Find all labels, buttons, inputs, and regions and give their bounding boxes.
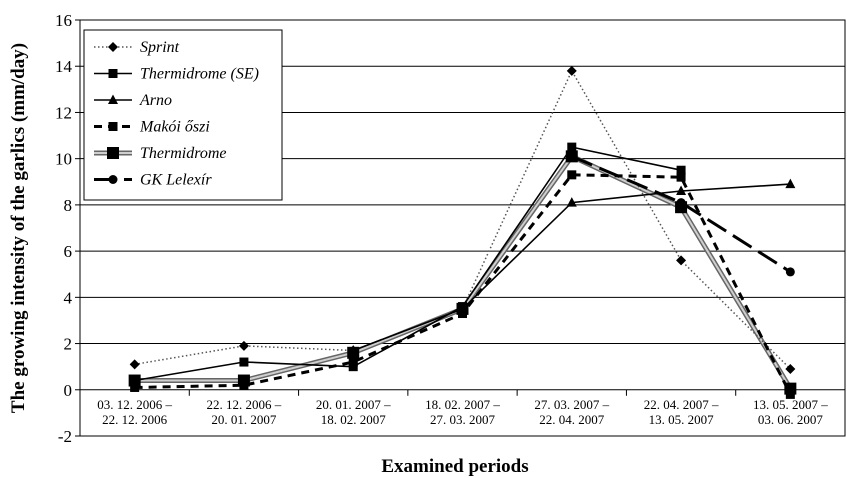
legend-marker [108, 122, 118, 131]
x-category-label: 20. 01. 2007 [211, 412, 277, 427]
y-tick-label: 6 [64, 242, 73, 261]
y-tick-label: 12 [55, 103, 72, 122]
x-category-label: 03. 06. 2007 [758, 412, 824, 427]
x-category-label: 13. 05. 2007 – [753, 397, 828, 412]
series-line [134, 173, 792, 396]
legend-label: Makói őszi [139, 119, 210, 136]
data-point [130, 376, 140, 386]
data-point [566, 197, 577, 207]
series-line [571, 155, 792, 274]
x-category-label: 27. 03. 2007 – [534, 397, 609, 412]
data-point [785, 267, 795, 277]
y-tick-label: 16 [55, 11, 72, 30]
data-point [566, 65, 577, 76]
y-tick-label: 4 [64, 288, 73, 307]
legend-marker [108, 94, 118, 104]
data-point [785, 363, 796, 374]
data-point [567, 151, 577, 161]
series-arno [348, 178, 796, 355]
x-axis-title: Examined periods [381, 456, 528, 477]
x-category-label: 22. 04. 2007 – [644, 397, 719, 412]
y-axis-title: The growing intensity of the garlics (mm… [8, 43, 29, 413]
x-category-label: 13. 05. 2007 [649, 412, 715, 427]
x-category-label: 18. 02. 2007 – [425, 397, 500, 412]
legend-label: GK Lelexír [140, 172, 212, 189]
legend: Sprint Thermidrome (SE) Arno Makói őszi Ther… [83, 29, 283, 201]
data-point [676, 255, 687, 266]
x-category-label: 03. 12. 2006 – [97, 397, 172, 412]
x-axis-categories: 03. 12. 2006 –22. 12. 2006 22. 12. 2006 –… [79, 389, 846, 427]
data-point [348, 357, 358, 367]
data-point [129, 359, 140, 370]
legend-item: Thermidrome [94, 145, 227, 162]
data-point [785, 178, 796, 189]
series-mak-i-szi [130, 170, 795, 399]
legend-marker [108, 69, 118, 78]
x-category-label: 27. 03. 2007 [430, 412, 496, 427]
data-point [348, 344, 359, 355]
legend-marker [108, 175, 118, 184]
plot-area-frame [79, 19, 846, 437]
data-point [458, 309, 467, 319]
data-point [239, 380, 249, 390]
legend-label: Sprint [140, 39, 180, 56]
data-point [130, 382, 140, 392]
legend-item: Arno [94, 92, 172, 109]
y-tick-label: 10 [55, 150, 72, 169]
x-category-label: 20. 01. 2007 – [316, 397, 391, 412]
y-tick-label: -2 [58, 427, 72, 446]
legend-label: Thermidrome [140, 145, 227, 162]
data-point [676, 185, 687, 196]
legend-item: Sprint [94, 39, 180, 56]
x-category-label: 22. 12. 2006 [102, 412, 168, 427]
y-tick-label: 2 [64, 335, 73, 354]
data-point [238, 340, 249, 351]
data-point [239, 357, 249, 367]
legend-item: GK Lelexír [94, 172, 212, 189]
series-gk-lelex-r [567, 151, 795, 277]
x-category-label: 22. 12. 2006 – [207, 397, 282, 412]
legend-box [83, 29, 283, 201]
legend-marker [108, 42, 118, 52]
data-point [567, 170, 577, 180]
data-point [457, 303, 468, 313]
y-axis-ticks: -2 0 2 4 6 8 10 12 14 16 [55, 11, 80, 446]
series-line [134, 146, 682, 382]
data-point [348, 362, 358, 372]
legend-item: Thermidrome (SE) [94, 66, 259, 83]
data-point [785, 389, 795, 399]
data-point [676, 165, 686, 175]
data-point [567, 142, 577, 152]
series-line [352, 183, 791, 352]
legend-label: Arno [139, 92, 172, 109]
x-category-label: 22. 04. 2007 [539, 412, 605, 427]
legend-label: Thermidrome (SE) [140, 66, 259, 83]
data-point [676, 172, 686, 182]
legend-item: Makói őszi [94, 119, 210, 136]
y-tick-label: 14 [55, 57, 73, 76]
series-group [128, 65, 797, 399]
x-category-label: 18. 02. 2007 [321, 412, 387, 427]
legend-marker [107, 147, 119, 159]
data-point [676, 198, 686, 208]
y-tick-label: 0 [64, 381, 73, 400]
y-tick-label: 8 [64, 196, 73, 215]
